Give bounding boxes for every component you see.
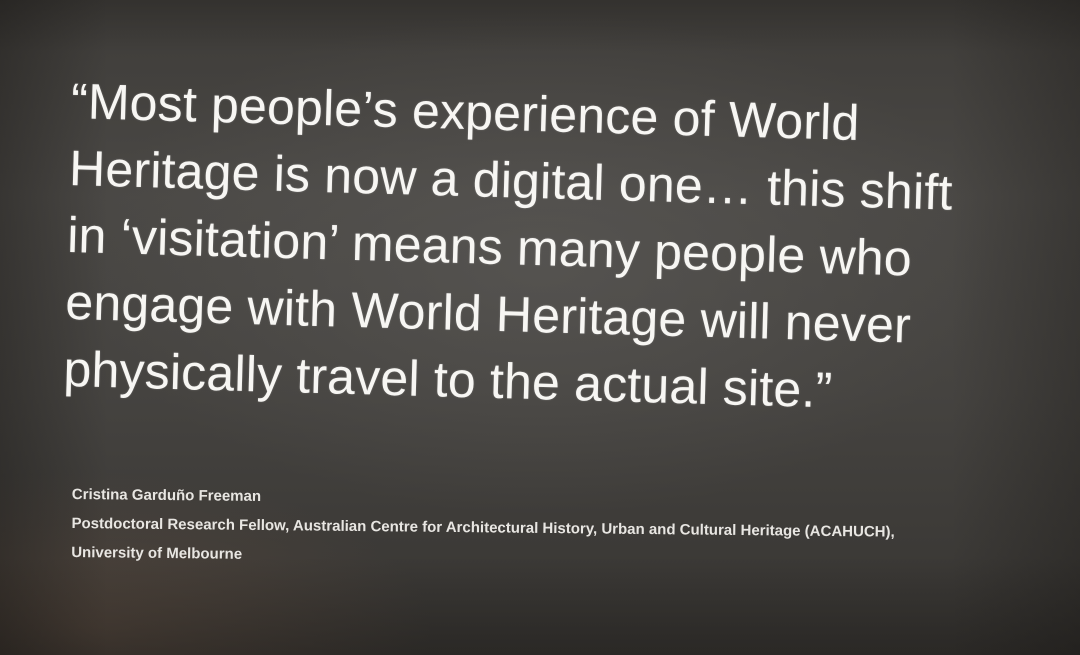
attribution-block: Cristina Garduño Freeman Postdoctoral Re…: [71, 480, 1062, 577]
quote-block: “Most people’s experience of World Herit…: [63, 68, 1062, 431]
